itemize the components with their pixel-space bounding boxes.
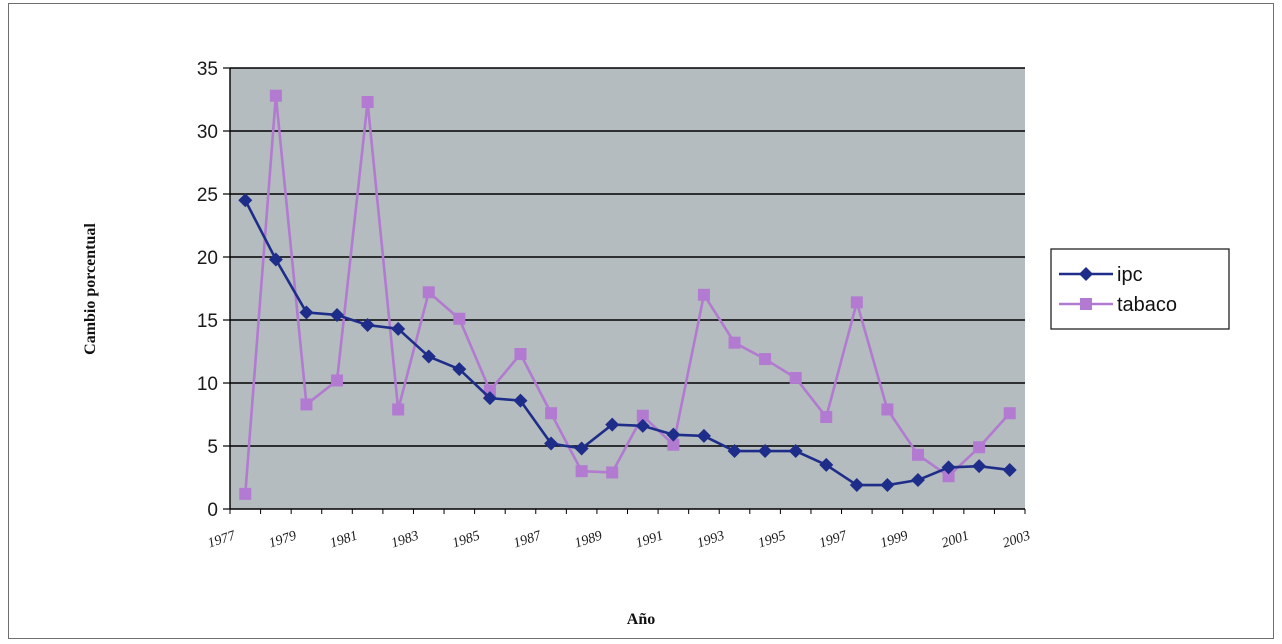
y-tick-label: 30 [197,122,218,143]
x-tick-label: 1995 [756,529,787,552]
tabaco-point [453,313,465,325]
x-tick-label: 1997 [818,528,850,551]
x-tick-label: 1981 [328,529,359,552]
tabaco-point [545,407,557,419]
x-tick-label: 1983 [389,529,420,552]
chart-frame: 0 5 10 15 20 25 30 35 1977 1979 1981 1983 1985 1987 1… [8,3,1274,639]
x-tick-label: 2001 [940,529,971,552]
x-tick-label: 1991 [634,529,665,552]
x-tick-label: 1999 [879,529,910,552]
tabaco-point [790,372,802,384]
y-tick-label: 35 [197,59,218,80]
tabaco-point [759,353,771,365]
x-axis-title: Año [627,611,655,628]
y-tick-label: 5 [207,437,218,458]
tabaco-point [362,96,374,108]
y-axis-title: Cambio porcentual [82,223,99,355]
tabaco-point [973,441,985,453]
x-tick-label: 1977 [206,528,238,551]
tabaco-point [576,465,588,477]
legend-label: ipc [1117,264,1143,286]
y-tick-label: 20 [197,248,218,269]
legend-label: tabaco [1117,294,1177,316]
tabaco-point [606,466,618,478]
tabaco-point [514,348,526,360]
x-tick-label: 1993 [695,529,726,552]
y-tick-label: 0 [207,500,218,521]
y-axis-ticks: 0 5 10 15 20 25 30 35 [197,59,230,521]
x-tick-label: 1987 [512,528,544,551]
legend: ipc tabaco [1051,249,1229,329]
tabaco-point [300,398,312,410]
tabaco-point [239,488,251,500]
x-axis-ticks: 1977 1979 1981 1983 1985 1987 1989 1991 1993 1995… [206,509,1032,551]
tabaco-point [698,289,710,301]
x-tick-label: 1985 [451,529,482,552]
tabaco-point [270,90,282,102]
tabaco-point [423,286,435,298]
tabaco-point [912,449,924,461]
y-tick-label: 15 [197,311,218,332]
tabaco-point [881,403,893,415]
x-tick-label: 2003 [1001,529,1032,552]
y-tick-label: 10 [197,374,218,395]
tabaco-point [820,411,832,423]
legend-swatch-marker [1080,298,1092,310]
x-tick-label: 1989 [573,529,604,552]
tabaco-point [331,374,343,386]
tabaco-point [851,296,863,308]
y-tick-label: 25 [197,185,218,206]
legend-box [1051,249,1229,329]
x-tick-label: 1979 [267,529,298,552]
tabaco-point [392,403,404,415]
tabaco-point [729,337,741,349]
tabaco-point [1004,407,1016,419]
